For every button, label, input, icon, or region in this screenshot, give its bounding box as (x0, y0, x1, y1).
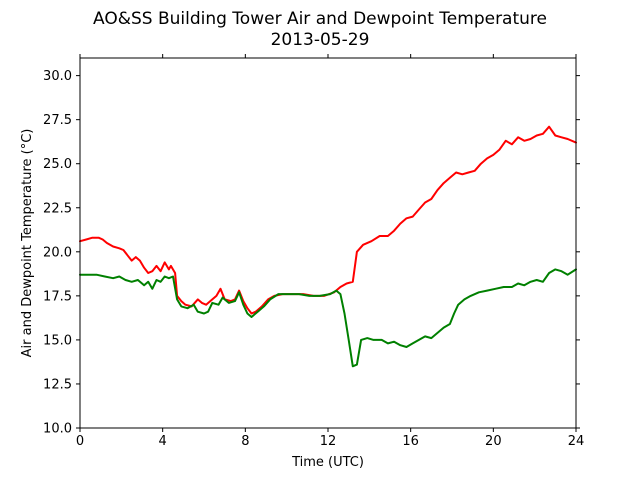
chart-subtitle: 2013-05-29 (271, 30, 370, 50)
y-tick-label: 30.0 (43, 69, 72, 84)
series-line-2 (79, 268, 577, 368)
y-tick-label: 10.0 (43, 422, 72, 437)
y-tick-label: 20.0 (43, 245, 72, 260)
y-axis-label: Air and Dewpoint Temperature (°C) (20, 129, 35, 358)
x-tick-label: 20 (485, 434, 502, 449)
y-tick-label: 25.0 (43, 157, 72, 172)
plot-area: 0 4 8 12 16 20 24 10.0 12.5 15.0 17.5 20.0 22.5 25.0… (43, 54, 584, 449)
x-tick-label: 16 (402, 434, 419, 449)
y-tick-label: 15.0 (43, 333, 72, 348)
x-axis-label: Time (UTC) (291, 455, 364, 470)
y-axis-ticks: 10.0 12.5 15.0 17.5 20.0 22.5 25.0 27.5 30.0 (43, 69, 580, 437)
series-layer (79, 125, 577, 368)
x-tick-label: 24 (568, 434, 585, 449)
x-axis-ticks: 0 4 8 12 16 20 24 (76, 54, 584, 449)
y-tick-label: 22.5 (43, 201, 72, 216)
y-tick-label: 17.5 (43, 289, 72, 304)
x-tick-label: 0 (76, 434, 84, 449)
x-tick-label: 8 (241, 434, 249, 449)
y-tick-label: 12.5 (43, 377, 72, 392)
x-tick-label: 4 (159, 434, 167, 449)
y-tick-label: 27.5 (43, 113, 72, 128)
plot-background (80, 58, 576, 428)
chart-title: AO&SS Building Tower Air and Dewpoint Te… (93, 9, 547, 29)
x-tick-label: 12 (320, 434, 337, 449)
